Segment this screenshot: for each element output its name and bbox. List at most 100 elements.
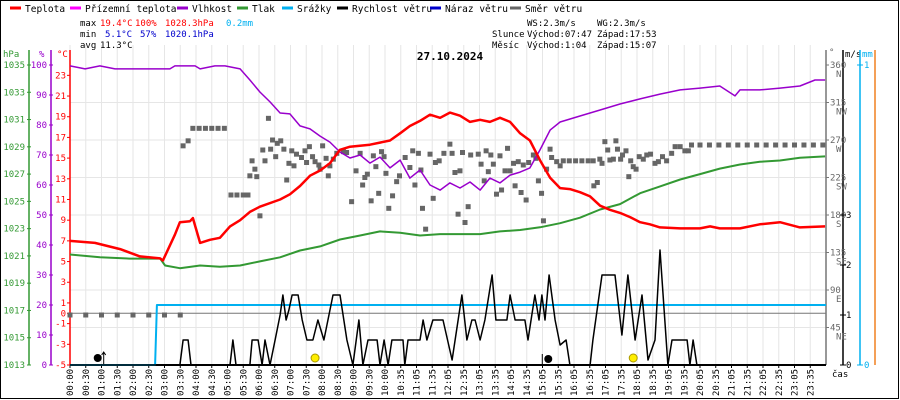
wind-direction-point <box>540 218 546 224</box>
pressure-tick-label: 1019 <box>3 279 25 289</box>
wind-tick-label: 0 <box>846 361 851 371</box>
x-tick-label: 01:30 <box>113 369 123 396</box>
wind-direction-point <box>289 148 295 154</box>
wind-direction-point <box>441 150 447 156</box>
x-tick-label: 15:35 <box>554 369 564 396</box>
wind-direction-point <box>530 152 536 158</box>
x-tick-label: 20:05 <box>696 369 706 396</box>
wind-direction-point <box>605 147 611 153</box>
temperature-tick-label: 3 <box>61 278 66 288</box>
temperature-tick-label: 15 <box>55 154 66 164</box>
x-tick-label: 08:30 <box>334 369 344 396</box>
direction-compass-label: NE <box>836 333 847 343</box>
wind-direction-point <box>316 162 322 168</box>
stat-min-label: min <box>80 30 96 40</box>
wind-direction-point <box>270 137 276 143</box>
x-tick-label: 03:00 <box>161 369 171 396</box>
wind-direction-point <box>302 148 308 154</box>
temperature-tick-label: -1 <box>55 320 66 330</box>
temperature-tick-label: 7 <box>61 237 66 247</box>
wind-direction-point <box>602 139 608 145</box>
legend-label-dir: Směr větru <box>525 4 582 15</box>
humidity-axis-unit: % <box>39 50 45 60</box>
wind-direction-point <box>449 150 455 156</box>
wind-direction-point <box>515 159 521 165</box>
pressure-tick-label: 1017 <box>3 306 25 316</box>
wind-direction-point <box>83 312 89 318</box>
temperature-tick-label: -5 <box>55 361 66 371</box>
temperature-tick-label: 13 <box>55 175 66 185</box>
direction-tick-label: 180 <box>830 211 846 221</box>
wind-direction-point <box>618 156 624 162</box>
wind-direction-point <box>146 312 152 318</box>
stat-avg-label: avg <box>80 41 96 51</box>
wind-direction-point <box>245 192 251 198</box>
wind-direction-point <box>240 192 246 198</box>
axes: 00:00 00:30 01:00 01:30 02:00 02:30 03:00 03:30… <box>3 50 876 396</box>
x-tick-label: 03:30 <box>176 369 186 396</box>
wind-direction-point <box>597 156 603 162</box>
wind-direction-point <box>520 162 526 168</box>
x-tick-label: 21:05 <box>728 369 738 396</box>
wind-direction-point <box>590 158 596 164</box>
wind-direction-point <box>190 125 196 131</box>
x-tick-label: 01:00 <box>98 369 108 396</box>
wind-speed-line <box>70 249 826 366</box>
x-tick-label: 05:30 <box>239 369 249 396</box>
pressure-tick-label: 1033 <box>3 88 25 98</box>
wind-direction-point <box>462 220 468 225</box>
wind-direction-point <box>379 149 385 155</box>
x-tick-label: 11:35 <box>428 369 438 396</box>
wind-direction-point <box>452 170 458 175</box>
pressure-tick-label: 1027 <box>3 170 25 180</box>
temperature-tick-label: 0 <box>61 309 66 319</box>
x-tick-label: 07:30 <box>302 369 312 396</box>
stat-avg-temp: 11.3°C <box>100 41 133 51</box>
wind-axis-unit: m/s <box>845 50 861 60</box>
legend-label-feels: Přízemní teplota <box>85 4 177 15</box>
x-tick-label: 10:00 <box>381 369 391 396</box>
wind-direction-point <box>697 142 703 148</box>
direction-tick-label: 270 <box>830 136 846 146</box>
wind-direction-point <box>507 168 513 174</box>
wind-direction-point <box>274 140 280 146</box>
wind-direction-point <box>383 170 389 176</box>
wind-direction-point <box>725 142 731 148</box>
wind-direction-point <box>505 145 511 151</box>
wind-direction-point <box>544 166 550 172</box>
moon-label: Měsíc <box>492 41 519 51</box>
legend-label-temp: Teplota <box>25 4 65 15</box>
wind-direction-point <box>573 158 579 164</box>
wind-direction-point <box>792 142 797 148</box>
x-tick-label: 12:05 <box>444 369 454 396</box>
wind-direction-point <box>312 159 318 165</box>
humidity-tick-label: 90 <box>36 91 47 101</box>
x-tick-label: 19:05 <box>665 369 675 396</box>
wind-direction-point <box>763 142 769 148</box>
x-tick-label: 00:30 <box>82 369 92 396</box>
wind-direction-point <box>494 191 500 197</box>
wind-direction-point <box>607 157 613 163</box>
direction-tick-label: 90 <box>830 286 841 296</box>
wind-direction-point <box>688 142 694 148</box>
direction-compass-label: N <box>836 70 841 80</box>
wind-direction-point <box>628 158 634 164</box>
wind-direction-point <box>623 148 629 154</box>
wind-direction-point <box>310 154 316 160</box>
wind-direction-point <box>560 158 566 164</box>
wind-direction-point <box>202 125 208 131</box>
wind-direction-point <box>773 142 779 148</box>
pressure-tick-label: 1013 <box>3 361 25 371</box>
wind-direction-point <box>465 204 471 210</box>
wind-direction-point <box>381 154 387 160</box>
x-tick-label: 08:00 <box>318 369 328 396</box>
x-tick-label: 16:35 <box>586 369 596 396</box>
x-tick-label: 14:35 <box>523 369 533 396</box>
stats-panel: max 19.4°C 100% 1028.3hPa 0.2mm min 5.1°… <box>80 19 657 51</box>
direction-tick-label: 315 <box>830 99 846 109</box>
sunrise-icon <box>310 353 320 363</box>
direction-tick-label: 225 <box>830 174 846 184</box>
wind-direction-point <box>180 143 186 149</box>
wind-direction-point <box>291 163 297 169</box>
